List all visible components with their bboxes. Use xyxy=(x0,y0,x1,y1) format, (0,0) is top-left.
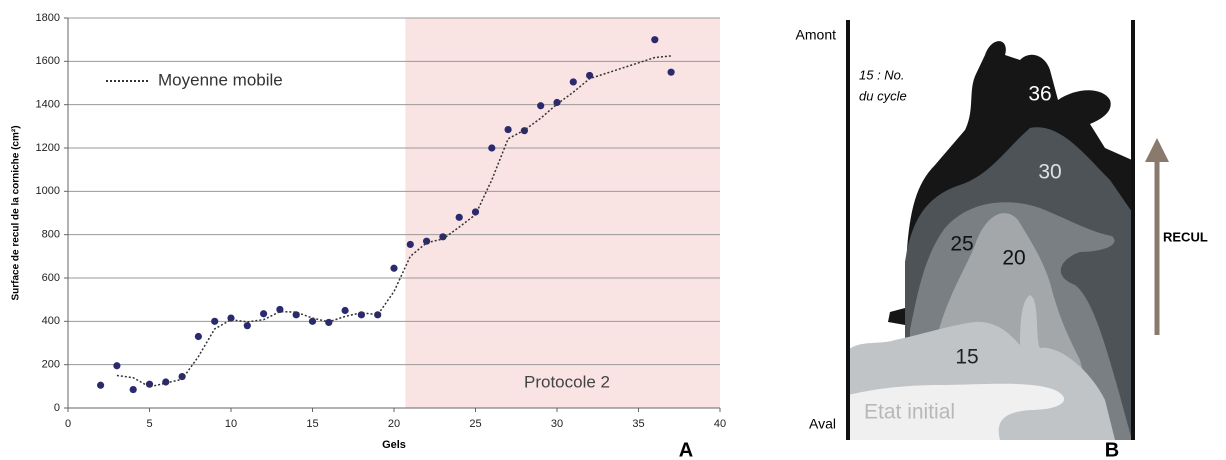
state-label: Etat initial xyxy=(864,401,955,424)
data-point xyxy=(260,310,268,318)
data-point xyxy=(97,381,105,389)
retreat-arrow-head xyxy=(1145,138,1169,162)
cycle-label: 20 xyxy=(1002,247,1025,270)
y-tick-label: 800 xyxy=(42,229,60,241)
cycle-label: 15 xyxy=(955,346,978,369)
retreat-label: RECUL xyxy=(1163,229,1208,244)
x-tick-label: 15 xyxy=(306,418,318,430)
data-point xyxy=(667,68,675,76)
data-point xyxy=(341,306,349,315)
data-point xyxy=(504,125,512,134)
y-tick-label: 1000 xyxy=(36,185,60,197)
data-point xyxy=(113,362,121,370)
data-point xyxy=(406,240,414,249)
x-axis-label: Gels xyxy=(382,439,406,451)
x-tick-label: 5 xyxy=(146,418,152,430)
note: du cycle xyxy=(859,88,907,103)
data-point xyxy=(651,36,659,44)
data-point xyxy=(211,317,219,325)
x-tick-label: 35 xyxy=(632,418,644,430)
data-point xyxy=(194,332,202,341)
upstream-label: Amont xyxy=(796,27,837,43)
data-point xyxy=(243,322,251,330)
data-point xyxy=(537,102,545,110)
downstream-label: Aval xyxy=(809,416,836,432)
y-tick-label: 400 xyxy=(42,315,60,327)
y-tick-label: 1600 xyxy=(36,55,60,67)
data-point xyxy=(178,372,186,381)
legend-label: Moyenne mobile xyxy=(158,70,283,89)
cycle-label: 25 xyxy=(950,233,973,256)
chart-a: Protocole 202004006008001000120014001600… xyxy=(11,12,726,451)
y-tick-label: 1400 xyxy=(36,99,60,111)
data-point xyxy=(553,98,561,107)
moving-average-line xyxy=(116,55,672,388)
data-point xyxy=(390,264,398,272)
data-point xyxy=(439,233,447,241)
y-tick-label: 1800 xyxy=(36,12,60,24)
diagram-b: Amont Aval 15 : No. du cycle Etat initia… xyxy=(796,20,1208,460)
y-tick-label: 200 xyxy=(42,359,60,371)
data-point xyxy=(455,213,463,221)
data-point xyxy=(162,378,170,386)
y-tick-label: 600 xyxy=(42,272,60,284)
data-point xyxy=(488,144,496,152)
x-tick-label: 0 xyxy=(65,418,71,430)
x-tick-label: 30 xyxy=(551,418,563,430)
note: 15 : No. xyxy=(859,67,905,82)
cycle-label: 36 xyxy=(1028,83,1051,106)
x-tick-label: 40 xyxy=(714,418,726,430)
y-axis-label: Surface de recul de la corniche (cm²) xyxy=(11,125,22,300)
cycle-label: 30 xyxy=(1038,161,1061,184)
data-point xyxy=(586,71,594,80)
state-label: Etat initial xyxy=(1017,29,1108,52)
data-point xyxy=(129,385,137,394)
panel-label: A xyxy=(679,439,693,460)
region-label: Protocole 2 xyxy=(524,372,610,391)
y-tick-label: 0 xyxy=(54,402,60,414)
data-point xyxy=(569,78,577,86)
initial-state-zone xyxy=(848,383,1065,440)
data-point xyxy=(308,317,317,325)
x-tick-label: 25 xyxy=(469,418,481,430)
y-tick-label: 1200 xyxy=(36,142,60,154)
data-point xyxy=(423,237,431,245)
protocol-region xyxy=(405,18,720,408)
x-tick-label: 10 xyxy=(225,418,237,430)
panel-label: B xyxy=(1105,439,1119,460)
x-tick-label: 20 xyxy=(388,418,400,430)
